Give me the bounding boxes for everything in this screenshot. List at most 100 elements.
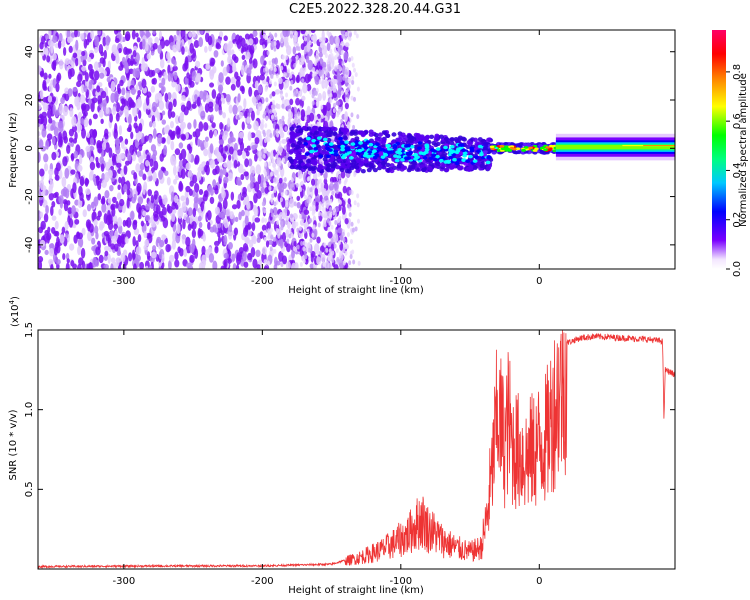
noise-speckle xyxy=(333,243,337,249)
noise-speckle xyxy=(97,30,102,36)
noise-speckle xyxy=(284,208,288,214)
noise-speckle xyxy=(351,75,355,81)
noise-speckle xyxy=(315,201,319,212)
noise-speckle xyxy=(132,106,138,118)
noise-speckle xyxy=(180,195,186,202)
noise-speckle xyxy=(281,138,287,144)
noise-speckle xyxy=(348,189,352,195)
noise-speckle xyxy=(172,44,178,53)
noise-speckle xyxy=(300,218,304,224)
signal-mark xyxy=(419,134,425,139)
noise-speckle xyxy=(109,184,114,192)
noise-speckle xyxy=(129,144,135,156)
noise-speckle xyxy=(39,239,46,247)
noise-speckle xyxy=(220,265,225,269)
noise-speckle xyxy=(138,109,142,120)
noise-speckle xyxy=(183,248,188,257)
noise-speckle xyxy=(82,59,87,67)
noise-speckle xyxy=(64,167,70,179)
noise-speckle xyxy=(303,49,307,55)
noise-speckle xyxy=(58,103,64,115)
noise-speckle xyxy=(71,205,76,215)
noise-speckle xyxy=(269,227,273,233)
signal-mark xyxy=(295,144,301,150)
signal-mark xyxy=(360,169,366,174)
noise-speckle xyxy=(230,191,235,201)
noise-speckle xyxy=(227,55,232,64)
noise-speckle xyxy=(223,42,230,52)
noise-speckle xyxy=(46,133,53,141)
noise-speckle xyxy=(268,79,272,85)
noise-speckle xyxy=(337,240,341,246)
noise-speckle xyxy=(304,254,308,260)
noise-speckle xyxy=(51,136,56,146)
noise-speckle xyxy=(328,248,332,254)
noise-speckle xyxy=(298,90,302,96)
signal-mark xyxy=(462,153,468,158)
noise-speckle xyxy=(167,92,172,100)
signal-mark xyxy=(444,167,450,173)
noise-speckle xyxy=(185,132,189,140)
noise-speckle xyxy=(184,76,190,85)
noise-speckle xyxy=(223,234,228,246)
noise-speckle xyxy=(227,229,233,240)
noise-speckle xyxy=(162,194,168,206)
noise-speckle xyxy=(44,249,49,256)
noise-speckle xyxy=(147,169,152,177)
noise-speckle xyxy=(57,120,64,129)
noise-speckle xyxy=(209,143,214,154)
noise-speckle xyxy=(336,52,340,58)
noise-speckle xyxy=(39,89,44,100)
noise-speckle xyxy=(253,207,259,217)
noise-speckle xyxy=(81,227,86,236)
noise-speckle xyxy=(42,79,47,90)
x-tick-label: 0 xyxy=(536,276,542,287)
noise-speckle xyxy=(135,132,142,141)
noise-speckle xyxy=(285,92,289,98)
noise-speckle xyxy=(43,72,48,80)
noise-speckle xyxy=(104,190,110,199)
noise-speckle xyxy=(139,83,143,91)
noise-speckle xyxy=(294,113,298,119)
noise-speckle xyxy=(235,263,240,269)
noise-speckle xyxy=(202,193,208,202)
noise-speckle xyxy=(306,228,310,234)
noise-speckle xyxy=(44,48,49,56)
noise-speckle xyxy=(279,119,283,125)
noise-speckle xyxy=(341,214,345,220)
noise-speckle xyxy=(167,64,171,75)
noise-speckle xyxy=(317,211,321,217)
noise-speckle xyxy=(197,138,201,147)
noise-speckle xyxy=(321,206,325,212)
noise-speckle xyxy=(257,150,262,158)
noise-speckle xyxy=(58,208,62,216)
x-tick-label: -100 xyxy=(389,276,412,287)
noise-speckle xyxy=(136,182,142,193)
noise-speckle xyxy=(326,101,331,112)
signal-mark xyxy=(350,130,356,135)
noise-speckle xyxy=(72,86,78,92)
noise-speckle xyxy=(329,176,335,184)
signal-mark xyxy=(435,154,440,159)
noise-speckle xyxy=(261,217,265,223)
noise-speckle xyxy=(110,243,116,250)
noise-speckle xyxy=(270,34,274,40)
noise-speckle xyxy=(333,207,337,213)
noise-speckle xyxy=(227,258,232,264)
noise-speckle xyxy=(318,52,323,58)
noise-speckle xyxy=(225,94,231,103)
signal-mark xyxy=(348,156,354,160)
signal-mark xyxy=(406,156,412,160)
noise-speckle xyxy=(186,72,190,79)
signal-mark xyxy=(349,165,355,171)
noise-speckle xyxy=(208,253,215,263)
noise-speckle xyxy=(76,49,83,56)
noise-speckle xyxy=(209,69,215,77)
noise-speckle xyxy=(263,110,267,116)
noise-speckle xyxy=(236,149,243,156)
noise-speckle xyxy=(158,251,163,260)
signal-mark xyxy=(311,138,317,143)
noise-speckle xyxy=(188,188,193,197)
noise-speckle xyxy=(351,62,355,68)
noise-speckle xyxy=(90,102,95,113)
